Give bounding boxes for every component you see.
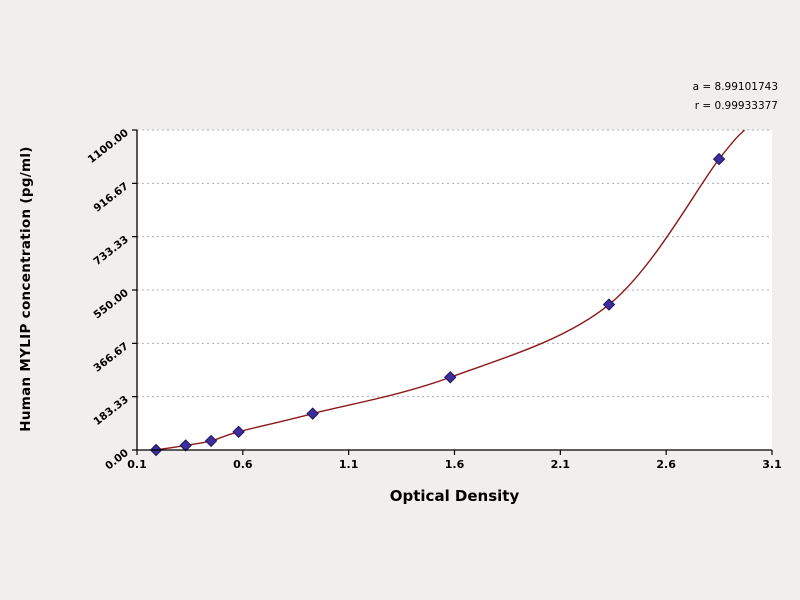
y-tick-label: 183.33 — [92, 394, 131, 428]
y-tick-label: 366.67 — [92, 340, 131, 374]
x-tick-label: 1.6 — [445, 458, 465, 471]
y-tick-label: 916.67 — [92, 180, 131, 214]
x-axis-label: Optical Density — [389, 487, 520, 505]
data-point-marker — [306, 407, 319, 420]
fit-correlation-r: r = 0.99933377 — [694, 100, 778, 112]
x-tick-label: 1.1 — [339, 458, 359, 471]
x-tick-label: 0.1 — [127, 458, 147, 471]
fit-statistics: a = 8.99101743 r = 0.99933377 — [693, 78, 778, 116]
y-tick-label: 1100.00 — [86, 127, 131, 166]
y-tick-label: 550.00 — [92, 287, 131, 321]
y-tick-label: 733.33 — [92, 234, 131, 268]
x-tick-label: 0.6 — [233, 458, 253, 471]
x-tick-label: 2.6 — [656, 458, 676, 471]
data-point-marker — [179, 439, 192, 452]
fit-curve — [155, 129, 746, 451]
x-tick-label: 3.1 — [762, 458, 782, 471]
data-point-marker — [712, 152, 726, 166]
x-tick-label: 2.1 — [551, 458, 571, 471]
data-point-marker — [444, 371, 457, 384]
data-point-marker — [232, 425, 245, 439]
fit-coefficient-a: a = 8.99101743 — [692, 81, 778, 93]
data-point-marker — [204, 434, 218, 448]
data-point-marker — [602, 298, 616, 311]
